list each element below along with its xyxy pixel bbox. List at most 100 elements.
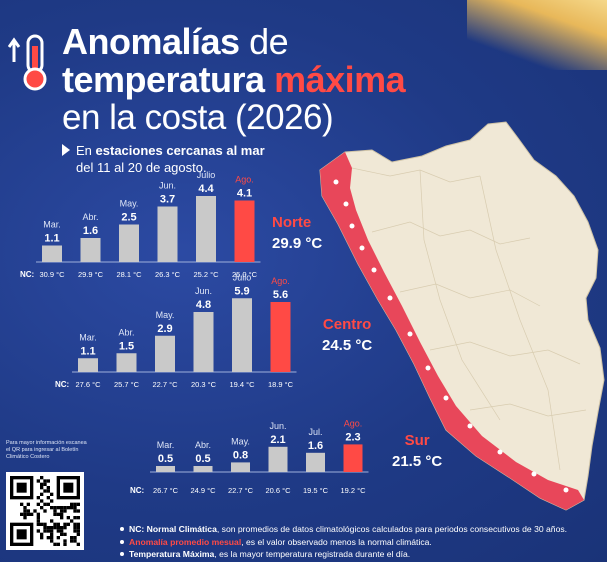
note-nc-rest: , son promedios de datos climatológicos … bbox=[216, 524, 568, 534]
title-line1-bold: Anomalías bbox=[62, 21, 240, 62]
value-label-norte-5: 4.1 bbox=[237, 188, 252, 200]
category-label-norte-1: Abr. bbox=[82, 212, 98, 222]
triangle-bullet-icon bbox=[62, 144, 70, 156]
bar-norte-4 bbox=[196, 196, 216, 262]
value-label-norte-2: 2.5 bbox=[121, 212, 136, 224]
nc-value-norte-5: 25.0 °C bbox=[232, 270, 258, 279]
value-label-sur-5: 2.3 bbox=[345, 431, 360, 443]
nc-value-norte-3: 26.3 °C bbox=[155, 270, 181, 279]
nc-value-centro-5: 18.9 °C bbox=[268, 380, 294, 389]
qr-code-icon[interactable] bbox=[6, 472, 84, 550]
bar-centro-4 bbox=[232, 298, 252, 372]
region-centro-name: Centro bbox=[322, 316, 372, 333]
nc-value-sur-2: 22.7 °C bbox=[228, 486, 254, 495]
value-label-centro-1: 1.5 bbox=[119, 340, 134, 352]
nc-value-norte-2: 28.1 °C bbox=[116, 270, 142, 279]
note-anomaly: Anomalía promedio mesual, es el valor ob… bbox=[120, 536, 567, 549]
note-tmax-bold: Temperatura Máxima bbox=[129, 549, 215, 559]
nc-value-sur-0: 26.7 °C bbox=[153, 486, 179, 495]
nc-value-centro-3: 20.3 °C bbox=[191, 380, 217, 389]
bar-sur-2 bbox=[231, 462, 250, 472]
category-label-sur-3: Jun. bbox=[269, 421, 286, 431]
value-label-centro-3: 4.8 bbox=[196, 299, 211, 311]
note-tmax: Temperatura Máxima, es la mayor temperat… bbox=[120, 548, 567, 561]
region-sur-temp: 21.5 °C bbox=[392, 453, 443, 470]
value-label-centro-4: 5.9 bbox=[234, 285, 249, 297]
bar-norte-0 bbox=[42, 245, 62, 262]
note-anomaly-rest: , es el valor observado menos la normal … bbox=[241, 536, 432, 547]
category-label-norte-0: Mar. bbox=[43, 220, 61, 230]
value-label-centro-5: 5.6 bbox=[273, 289, 288, 301]
subtitle: En estaciones cercanas al mar del 11 al … bbox=[62, 142, 265, 176]
nc-value-centro-1: 25.7 °C bbox=[114, 380, 140, 389]
category-label-sur-4: Jul. bbox=[308, 427, 322, 437]
subtitle-prefix: En bbox=[76, 143, 92, 158]
title-line1-light: de bbox=[249, 21, 289, 62]
note-nc-bold: NC: Normal Climática bbox=[129, 524, 217, 534]
nc-value-sur-1: 24.9 °C bbox=[190, 486, 216, 495]
nc-value-centro-4: 19.4 °C bbox=[229, 380, 255, 389]
note-anomaly-bold: Anomalía promedio mesual bbox=[129, 536, 242, 547]
value-label-sur-0: 0.5 bbox=[158, 453, 173, 465]
title-line2-red: máxima bbox=[274, 59, 406, 100]
nc-value-norte-1: 29.9 °C bbox=[78, 270, 104, 279]
category-label-norte-4: Julio bbox=[197, 170, 216, 180]
note-tmax-rest: , es la mayor temperatura registrada dur… bbox=[214, 549, 411, 559]
nc-label-sur: NC: bbox=[130, 486, 144, 495]
category-label-norte-3: Jun. bbox=[159, 181, 176, 191]
qr-code-pattern bbox=[10, 476, 80, 546]
bar-sur-3 bbox=[268, 446, 288, 472]
nc-value-centro-0: 27.6 °C bbox=[75, 380, 101, 389]
region-norte-temp: 29.9 °C bbox=[272, 235, 323, 252]
category-label-centro-5: Ago. bbox=[271, 276, 290, 286]
bar-centro-2 bbox=[155, 335, 175, 372]
nc-value-sur-3: 20.6 °C bbox=[265, 486, 291, 495]
category-label-norte-2: May. bbox=[120, 199, 139, 209]
nc-label-norte: NC: bbox=[20, 270, 34, 279]
page-title: Anomalías de temperatura máxima en la co… bbox=[62, 21, 406, 136]
value-label-norte-1: 1.6 bbox=[83, 225, 98, 237]
peru-coast-band bbox=[320, 152, 584, 510]
bar-sur-5 bbox=[343, 444, 363, 472]
region-centro-temp: 24.5 °C bbox=[322, 337, 373, 354]
station-dots bbox=[333, 179, 569, 493]
category-label-sur-1: Abr. bbox=[195, 440, 211, 450]
bar-norte-2 bbox=[119, 224, 139, 262]
category-label-sur-2: May. bbox=[231, 436, 250, 446]
bar-sur-0 bbox=[156, 466, 175, 472]
note-nc: NC: Normal Climática, son promedios de d… bbox=[120, 523, 567, 536]
nc-value-centro-2: 22.7 °C bbox=[152, 380, 178, 389]
value-label-sur-1: 0.5 bbox=[195, 453, 210, 465]
bar-sur-4 bbox=[306, 452, 325, 472]
value-label-norte-0: 1.1 bbox=[44, 233, 59, 245]
peru-map bbox=[319, 121, 605, 511]
nc-value-norte-4: 25.2 °C bbox=[193, 270, 219, 279]
category-label-centro-2: May. bbox=[156, 310, 175, 320]
region-norte: Norte 29.9 °C bbox=[272, 214, 322, 252]
footnotes: NC: Normal Climática, son promedios de d… bbox=[120, 523, 567, 561]
category-label-sur-0: Mar. bbox=[157, 440, 175, 450]
thermometer-up-icon bbox=[8, 34, 47, 91]
charts-layer: NC: 1.1 Mar. 30.9 °C 1.6 Abr. 29.9 °C 2.5 May. 28… bbox=[20, 170, 369, 495]
region-sur-name: Sur bbox=[404, 432, 430, 449]
value-label-sur-4: 1.6 bbox=[308, 440, 323, 452]
bar-norte-3 bbox=[157, 206, 178, 262]
region-sur: Sur 21.5 °C bbox=[392, 432, 442, 470]
category-label-centro-1: Abr. bbox=[118, 327, 134, 337]
corner-accent bbox=[467, 0, 607, 70]
qr-note: Para mayor información escanea el QR par… bbox=[6, 440, 87, 460]
bar-centro-3 bbox=[193, 312, 214, 372]
nc-value-norte-0: 30.9 °C bbox=[39, 270, 65, 279]
bar-centro-0 bbox=[78, 358, 98, 372]
category-label-norte-5: Ago. bbox=[235, 175, 254, 185]
value-label-centro-0: 1.1 bbox=[80, 345, 95, 357]
subtitle-line2: del 11 al 20 de agosto. bbox=[76, 160, 207, 175]
category-label-centro-3: Jun. bbox=[195, 286, 212, 296]
bar-sur-1 bbox=[193, 466, 213, 472]
region-centro: Centro 24.5 °C bbox=[322, 316, 372, 354]
title-line2-white: temperatura bbox=[62, 59, 265, 100]
value-label-centro-2: 2.9 bbox=[157, 323, 172, 335]
bar-centro-1 bbox=[116, 353, 137, 372]
bar-norte-1 bbox=[80, 238, 101, 262]
